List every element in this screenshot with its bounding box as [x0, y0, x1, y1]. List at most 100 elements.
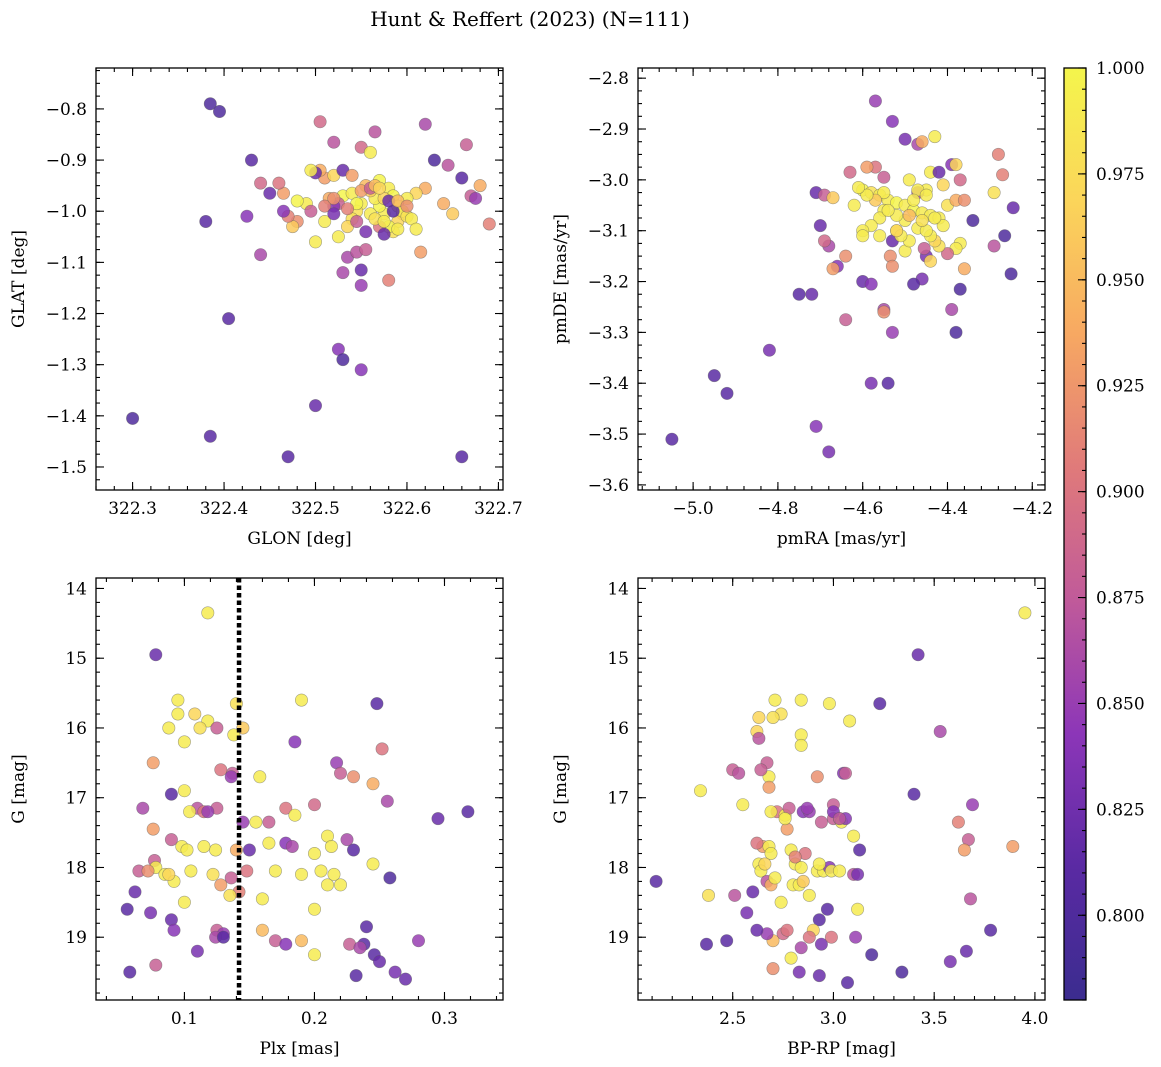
y-tick-label: −1.4 [46, 407, 87, 427]
scatter-point [984, 923, 998, 937]
scatter-point [255, 892, 269, 906]
y-axis-label: pmDE [mas/yr] [551, 214, 571, 344]
scatter-point [885, 259, 899, 273]
scatter-point [272, 176, 286, 190]
scatter-point [177, 735, 191, 749]
colorbar-gradient [1064, 68, 1086, 1000]
scatter-point [707, 369, 721, 383]
scatter-point [146, 822, 160, 836]
x-tick-label: −4.6 [842, 499, 883, 519]
scatter-point [141, 864, 155, 878]
scatter-point [699, 937, 713, 951]
points [126, 97, 496, 464]
scatter-point [817, 234, 831, 248]
scatter-point [188, 707, 202, 721]
scatter-point [813, 219, 827, 233]
scatter-point [255, 923, 269, 937]
scatter-point [290, 194, 304, 208]
scatter-point [285, 839, 299, 853]
scatter-point [307, 798, 321, 812]
scatter-point [840, 976, 854, 990]
scatter-point [263, 186, 277, 200]
x-tick-label: 0.1 [171, 1009, 198, 1029]
scatter-point [851, 867, 865, 881]
x-tick-label: 2.5 [719, 1009, 746, 1029]
scatter-point [314, 864, 328, 878]
x-tick-label: −4.4 [927, 499, 968, 519]
scatter-point [229, 843, 243, 857]
scatter-point [240, 864, 254, 878]
scatter-point [949, 158, 963, 172]
y-axis-label: GLAT [deg] [9, 230, 29, 328]
scatter-point [778, 812, 792, 826]
scatter-point [327, 191, 341, 205]
scatter-point [766, 710, 780, 724]
scatter-point [350, 215, 364, 229]
x-tick-label: 322.5 [291, 499, 340, 519]
scatter-point [294, 934, 308, 948]
scatter-point [349, 969, 363, 983]
scatter-point [446, 207, 460, 221]
y-tick-label: −1.5 [46, 458, 87, 478]
scatter-point [123, 965, 137, 979]
y-tick-label: −1.3 [46, 356, 87, 376]
scatter-point [720, 386, 734, 400]
scatter-point [469, 191, 483, 205]
x-tick-label: −4.2 [1012, 499, 1053, 519]
scatter-point [809, 419, 823, 433]
x-tick-label: 3.5 [921, 1009, 948, 1029]
scatter-point [987, 239, 1001, 253]
colorbar-tick-label: 0.800 [1096, 906, 1145, 926]
colorbar-tick-label: 1.000 [1096, 59, 1145, 79]
scatter-point [902, 208, 916, 222]
scatter-point [240, 209, 254, 223]
y-tick-label: 14 [65, 579, 87, 599]
scatter-point [201, 606, 215, 620]
scatter-point [136, 801, 150, 815]
y-tick-label: −3.5 [588, 425, 629, 445]
scatter-point [380, 794, 394, 808]
scatter-point [224, 871, 238, 885]
y-tick-label: −0.8 [46, 100, 87, 120]
scatter-point [184, 864, 198, 878]
scatter-point [340, 833, 354, 847]
scatter-point [792, 287, 806, 301]
scatter-point [911, 648, 925, 662]
figure-title: Hunt & Reffert (2023) (N=111) [370, 7, 690, 31]
scatter-point [354, 263, 368, 277]
x-tick-label: 0.2 [301, 1009, 328, 1029]
scatter-point [336, 266, 350, 280]
scatter-point [177, 784, 191, 798]
scatter-point [473, 179, 487, 193]
y-tick-label: −1.1 [46, 253, 87, 273]
scatter-point [851, 181, 865, 195]
scatter-point [902, 173, 916, 187]
scatter-point [824, 930, 838, 944]
panel-parallax-magnitude: 0.1 0.2 0.3 14 15 16 17 18 19 Plx [mas] G [mag] [9, 577, 504, 1059]
scatter-point [881, 376, 895, 390]
scatter-point [693, 784, 707, 798]
scatter-point [826, 262, 840, 276]
y-tick-label: 19 [65, 928, 87, 948]
scatter-point [331, 230, 345, 244]
scatter-point [762, 343, 776, 357]
scatter-point [431, 812, 445, 826]
scatter-point [363, 145, 377, 159]
scatter-point [324, 839, 338, 853]
x-tick-label: 3.0 [820, 1009, 847, 1029]
scatter-point [214, 763, 228, 777]
scatter-point [732, 766, 746, 780]
scatter-point [822, 445, 836, 459]
scatter-point [802, 888, 816, 902]
scatter-point [377, 227, 391, 241]
scatter-point [933, 724, 947, 738]
y-tick-label: −2.9 [588, 120, 629, 140]
y-tick-label: 16 [607, 719, 629, 739]
points [120, 606, 475, 986]
scatter-point [907, 277, 921, 291]
axes-frame [95, 577, 504, 1001]
y-tick-label: 16 [65, 719, 87, 739]
scatter-point [826, 191, 840, 205]
scatter-point [728, 888, 742, 902]
